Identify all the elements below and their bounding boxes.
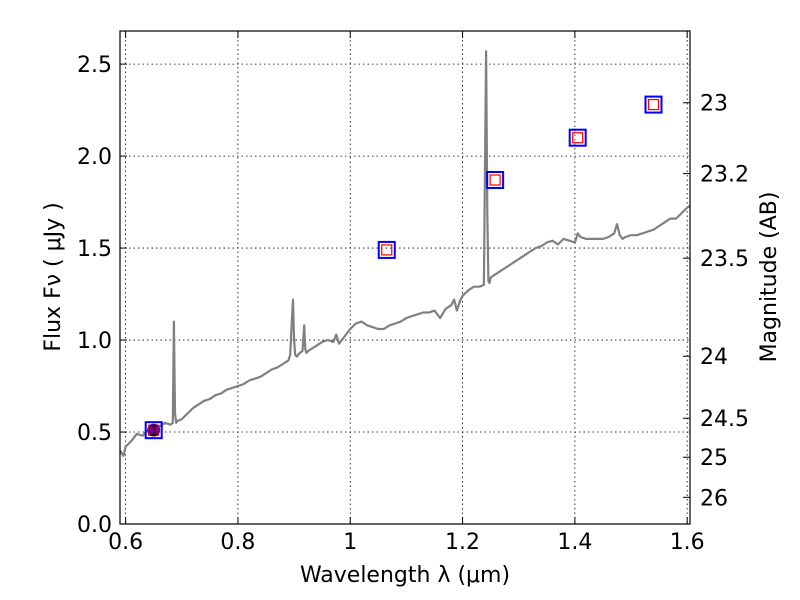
model-point-outer — [144, 421, 163, 440]
y-axis-label: Flux Fν ( μJy ) — [41, 202, 66, 351]
y-tick-label: 1.0 — [77, 329, 112, 354]
gridlines — [120, 31, 690, 525]
y-tick-label: 2.5 — [77, 53, 112, 78]
model-point-outer — [377, 240, 396, 259]
model-point-outer — [644, 95, 663, 114]
x-axis: 0.6 0.8 1 1.2 1.4 1.6 — [108, 31, 705, 555]
y2-tick-label: 24.5 — [700, 407, 749, 432]
x-tick-label: 1.4 — [557, 530, 592, 555]
y2-axis-label: Magnitude (AB) — [757, 192, 782, 363]
y-tick-label: 0.0 — [77, 513, 112, 538]
x-tick-label: 1.6 — [670, 530, 705, 555]
y2-tick-label: 23 — [700, 92, 728, 117]
model-point-outer — [486, 171, 505, 190]
x-tick-label: 0.8 — [220, 530, 255, 555]
x-tick-label: 0.6 — [108, 530, 143, 555]
x-axis-label: Wavelength λ (μm) — [300, 563, 510, 588]
spectrum-layer — [119, 50, 691, 457]
spectrum-series-line — [119, 50, 691, 457]
model-point-outer — [568, 128, 587, 147]
model-point-inner — [489, 174, 501, 186]
y-tick-label: 2.0 — [77, 145, 112, 170]
y2-tick-label: 25 — [700, 446, 728, 471]
y2-tick-label: 23.5 — [700, 247, 749, 272]
model-point-inner — [647, 98, 660, 111]
y-axis-right: 23 23.2 23.5 24 24.5 25 26 — [683, 92, 749, 511]
y-tick-label: 0.5 — [77, 421, 112, 446]
y-tick-label: 1.5 — [77, 237, 112, 262]
model-point-inner — [572, 132, 584, 144]
y-axis-left: 0.0 0.5 1.0 1.5 2.0 2.5 — [77, 53, 127, 538]
y2-tick-label: 26 — [700, 486, 728, 511]
markers-layer — [144, 95, 663, 440]
model-point-inner — [381, 244, 393, 256]
y2-tick-label: 24 — [700, 345, 728, 370]
x-tick-label: 1.2 — [445, 530, 480, 555]
plot-frame — [119, 30, 691, 525]
x-tick-label: 1 — [343, 530, 357, 555]
y2-tick-label: 23.2 — [700, 163, 749, 188]
